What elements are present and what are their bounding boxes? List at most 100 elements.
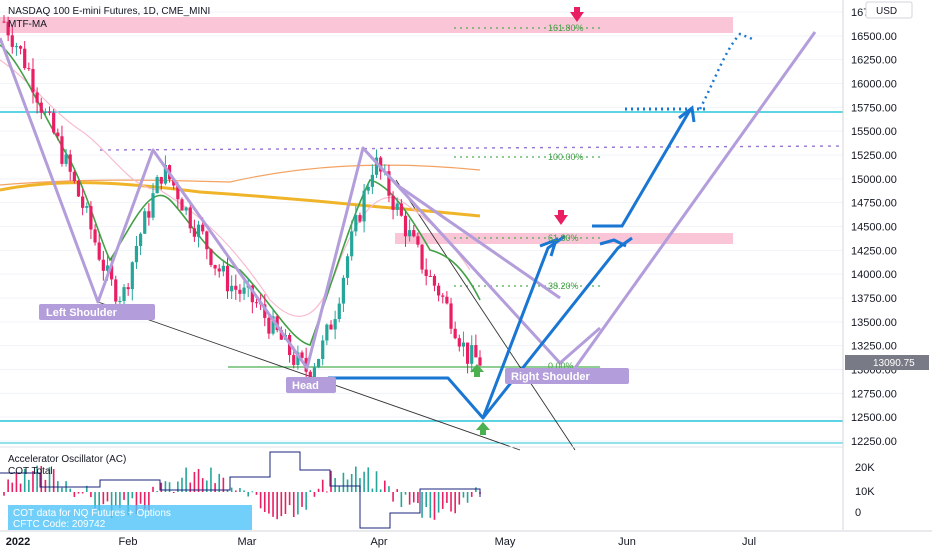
candle-body bbox=[122, 287, 126, 301]
cot-info-box bbox=[8, 505, 252, 530]
oscillator-bar bbox=[102, 492, 105, 505]
candle-body bbox=[366, 186, 370, 191]
price-tick: 14250.00 bbox=[851, 245, 897, 257]
oscillator-bar bbox=[114, 492, 117, 506]
candle-body bbox=[416, 236, 420, 245]
oscillator-bar bbox=[359, 478, 361, 492]
oscillator-bar bbox=[400, 492, 403, 508]
oscillator-bar bbox=[239, 488, 241, 492]
candle-body bbox=[18, 46, 23, 49]
oscillator-bar bbox=[321, 479, 324, 492]
candle-body bbox=[424, 269, 428, 276]
oscillator-bar bbox=[168, 482, 171, 492]
oscillator-bar bbox=[218, 473, 221, 492]
osc-tick: 20K bbox=[855, 462, 875, 474]
oscillator-bar bbox=[119, 492, 121, 509]
oscillator-bar bbox=[288, 492, 291, 506]
price-tick: 16500.00 bbox=[851, 31, 897, 43]
cot-info-line2: CFTC Code: 209742 bbox=[13, 519, 106, 530]
currency-badge[interactable] bbox=[865, 1, 913, 19]
price-tick: 14500.00 bbox=[851, 222, 897, 234]
ma-slow bbox=[0, 181, 481, 218]
candle-body bbox=[213, 265, 217, 269]
candle-body bbox=[110, 265, 114, 280]
oscillator-bar bbox=[367, 467, 370, 492]
oscillator-bar bbox=[388, 486, 390, 492]
candle-body bbox=[230, 285, 234, 292]
oscillator-bar bbox=[193, 471, 196, 492]
oscillator-bar bbox=[23, 468, 26, 492]
last-price-badge bbox=[845, 355, 929, 370]
candle-body bbox=[242, 287, 246, 294]
oscillator-bar bbox=[297, 492, 299, 515]
oscillator-bar bbox=[40, 466, 43, 492]
oscillator-bar bbox=[437, 492, 440, 513]
oscillator-bar bbox=[268, 492, 270, 514]
candle-body bbox=[337, 303, 341, 320]
candle-body bbox=[159, 177, 163, 184]
oscillator-bar bbox=[342, 472, 345, 492]
candle-body bbox=[118, 300, 122, 302]
oscillator-bar bbox=[433, 492, 436, 520]
candle-body bbox=[325, 324, 329, 341]
candle-body bbox=[56, 132, 60, 137]
candle-body bbox=[31, 68, 35, 93]
candle-body bbox=[89, 206, 93, 230]
price-tick: 16000.00 bbox=[851, 79, 897, 91]
candle-body bbox=[27, 68, 31, 70]
oscillator-bar bbox=[251, 491, 254, 493]
candle-body bbox=[192, 228, 196, 237]
oscillator-bar bbox=[32, 471, 34, 492]
oscillator-bar bbox=[429, 492, 432, 518]
oscillator-bar bbox=[272, 492, 274, 517]
price-tick: 13750.00 bbox=[851, 293, 897, 305]
time-tick: 2022 bbox=[6, 536, 30, 548]
price-tick: 13500.00 bbox=[851, 317, 897, 329]
candle-body bbox=[279, 330, 283, 340]
candle-body bbox=[333, 319, 337, 330]
candle-body bbox=[350, 231, 354, 257]
oscillator-bar bbox=[226, 489, 229, 492]
oscillator-bar bbox=[475, 487, 477, 492]
price-tick: 14750.00 bbox=[851, 198, 897, 210]
candle-body bbox=[437, 285, 441, 296]
oscillator-bar bbox=[197, 468, 200, 492]
candle-body bbox=[408, 230, 412, 237]
left-shoulder-label: Left Shoulder bbox=[46, 307, 118, 319]
candle-body bbox=[105, 265, 110, 271]
oscillator-bar bbox=[417, 492, 419, 504]
candle-body bbox=[225, 265, 230, 292]
up-arrow-icon-stem bbox=[480, 429, 486, 435]
oscillator-bar bbox=[201, 478, 204, 492]
candle-body bbox=[72, 171, 76, 182]
candle-body bbox=[60, 136, 64, 164]
oscillator-bar bbox=[305, 492, 307, 510]
oscillator-bar bbox=[263, 492, 266, 512]
candle-body bbox=[151, 193, 155, 218]
candle-body bbox=[205, 231, 209, 250]
candle-body bbox=[428, 275, 432, 277]
oscillator-subtitle: COT Total bbox=[8, 466, 53, 477]
time-tick: Apr bbox=[370, 536, 387, 548]
oscillator-bar bbox=[384, 480, 386, 492]
candle-body bbox=[93, 229, 97, 243]
oscillator-bar bbox=[77, 492, 80, 494]
oscillator-bar bbox=[11, 482, 14, 492]
candle-body bbox=[130, 262, 134, 290]
candle-body bbox=[308, 371, 312, 379]
candle-body bbox=[254, 302, 259, 304]
fib-label: 161.80% bbox=[548, 23, 584, 33]
oscillator-bar bbox=[396, 489, 399, 492]
candle-body bbox=[43, 111, 47, 113]
candle-body bbox=[138, 233, 143, 246]
falling-trendline bbox=[395, 179, 576, 451]
candle-body bbox=[412, 230, 416, 237]
candle-body bbox=[163, 165, 168, 184]
oscillator-bar bbox=[44, 479, 47, 492]
candle-body bbox=[379, 157, 383, 172]
candle-body bbox=[441, 295, 445, 297]
left-shoulder-badge bbox=[39, 304, 155, 320]
up-arrow-icon bbox=[470, 364, 484, 372]
oscillator-bar bbox=[152, 486, 154, 492]
candle-body bbox=[399, 203, 403, 216]
